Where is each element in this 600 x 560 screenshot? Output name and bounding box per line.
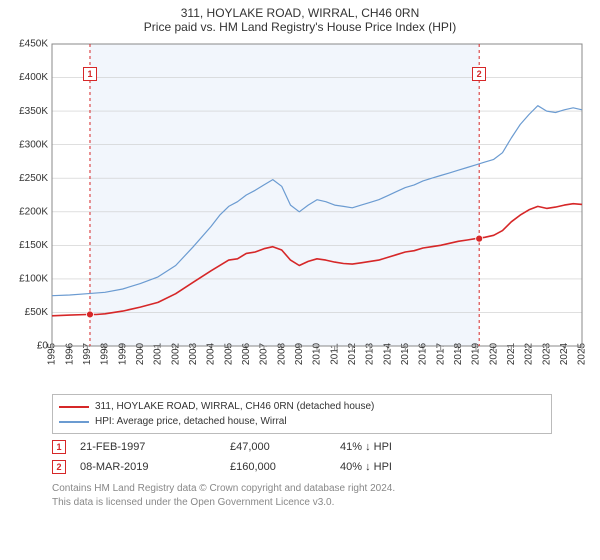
transaction-pct: 40% ↓ HPI (340, 461, 460, 473)
attribution-line1: Contains HM Land Registry data © Crown c… (52, 482, 590, 496)
transaction-list: 1 21-FEB-1997£47,00041% ↓ HPI 2 08-MAR-2019… (52, 440, 590, 474)
transaction-price: £160,000 (230, 461, 340, 473)
legend-label: HPI: Average price, detached house, Wirr… (95, 414, 287, 429)
legend-swatch (59, 421, 89, 423)
chart-title-line1: 311, HOYLAKE ROAD, WIRRAL, CH46 0RN (10, 6, 590, 20)
svg-text:£300K: £300K (19, 139, 48, 150)
legend-row-1: HPI: Average price, detached house, Wirr… (59, 414, 545, 429)
svg-text:£200K: £200K (19, 206, 48, 217)
marker-box-2: 2 (472, 67, 486, 81)
chart-svg: £0£50K£100K£150K£200K£250K£300K£350K£400… (10, 38, 590, 388)
chart-title-line2: Price paid vs. HM Land Registry's House … (10, 20, 590, 34)
attribution: Contains HM Land Registry data © Crown c… (52, 482, 590, 509)
transaction-marker: 2 (52, 460, 66, 474)
transaction-pct: 41% ↓ HPI (340, 441, 460, 453)
transaction-date: 08-MAR-2019 (80, 461, 230, 473)
transaction-row-2: 2 08-MAR-2019£160,00040% ↓ HPI (52, 460, 590, 474)
svg-text:£250K: £250K (19, 173, 48, 184)
transaction-date: 21-FEB-1997 (80, 441, 230, 453)
marker-box-1: 1 (83, 67, 97, 81)
transaction-price: £47,000 (230, 441, 340, 453)
svg-text:£150K: £150K (19, 240, 48, 251)
legend-row-0: 311, HOYLAKE ROAD, WIRRAL, CH46 0RN (det… (59, 399, 545, 414)
legend: 311, HOYLAKE ROAD, WIRRAL, CH46 0RN (det… (52, 394, 552, 434)
svg-text:£400K: £400K (19, 72, 48, 83)
svg-text:£450K: £450K (19, 39, 48, 50)
svg-text:£100K: £100K (19, 274, 48, 285)
legend-swatch (59, 406, 89, 408)
svg-text:£350K: £350K (19, 106, 48, 117)
transaction-row-1: 1 21-FEB-1997£47,00041% ↓ HPI (52, 440, 590, 454)
chart-area: £0£50K£100K£150K£200K£250K£300K£350K£400… (10, 38, 590, 388)
svg-text:£50K: £50K (25, 307, 49, 318)
legend-label: 311, HOYLAKE ROAD, WIRRAL, CH46 0RN (det… (95, 399, 374, 414)
attribution-line2: This data is licensed under the Open Gov… (52, 496, 590, 510)
transaction-marker: 1 (52, 440, 66, 454)
